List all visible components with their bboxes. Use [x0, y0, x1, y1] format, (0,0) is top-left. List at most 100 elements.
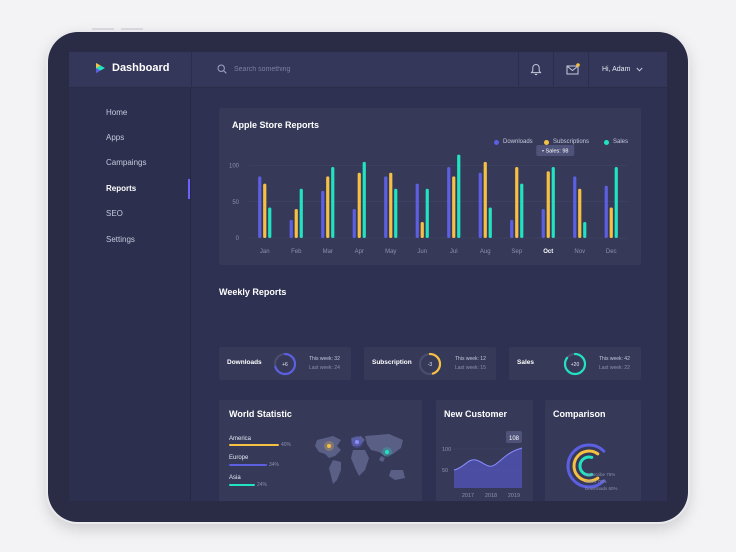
bar-downloads-jun[interactable]: [415, 183, 419, 238]
sidebar-item-campaings[interactable]: Campaings: [106, 158, 147, 167]
search-bar[interactable]: [217, 64, 434, 74]
sidebar-item-settings[interactable]: Settings: [106, 235, 135, 244]
bar-downloads-jul[interactable]: [447, 166, 451, 238]
legend-sales: Sales: [604, 139, 628, 145]
legend-downloads: Downloads: [494, 139, 533, 145]
divider: [588, 52, 589, 88]
weekly-card-downloads[interactable]: Downloads +6 This week: 32 Last week: 24: [219, 347, 351, 380]
comparison-card: Comparison Subscribe 75% Sales 70% Downl…: [545, 400, 641, 501]
map-marker-asia-icon[interactable]: [385, 450, 389, 454]
bar-downloads-sep[interactable]: [510, 219, 514, 238]
bar-sales-may[interactable]: [394, 188, 398, 238]
bar-sales-mar[interactable]: [331, 166, 335, 238]
region-bar-asia: [229, 484, 255, 486]
apple-store-card: Apple Store Reports Downloads Subscripti…: [219, 108, 641, 265]
bar-subscriptions-sep[interactable]: [515, 166, 519, 238]
sidebar-item-seo[interactable]: SEO: [106, 209, 123, 218]
weekly-card-subscription[interactable]: Subscription -3 This week: 12 Last week:…: [364, 347, 496, 380]
bar-subscriptions-jun[interactable]: [420, 222, 424, 238]
legend-dot: [494, 139, 499, 145]
mail-icon[interactable]: [566, 63, 580, 76]
legend-label: Downloads: [503, 139, 533, 145]
weekly-card-label: Sales: [517, 359, 534, 366]
this-week-stat: This week: 42: [599, 356, 630, 362]
bar-sales-aug[interactable]: [488, 207, 492, 238]
search-input[interactable]: [234, 65, 434, 73]
bar-sales-jun[interactable]: [425, 188, 429, 238]
sales-tooltip: [536, 144, 575, 156]
app-name: Dashboard: [112, 62, 170, 74]
x-tick-label: Feb: [291, 249, 302, 255]
bar-subscriptions-apr[interactable]: [357, 172, 361, 238]
bar-downloads-aug[interactable]: [478, 172, 482, 238]
x-tick-label: Apr: [355, 249, 364, 255]
bar-subscriptions-dec[interactable]: [609, 207, 613, 238]
comparison-arc-sales: [572, 449, 600, 483]
comparison-title: Comparison: [553, 409, 606, 419]
area-chart: 108 100 50 2017 2018 2019: [442, 431, 523, 499]
bar-downloads-oct[interactable]: [541, 209, 545, 238]
bar-downloads-apr[interactable]: [352, 209, 356, 238]
comparison-label: Sales 70%: [585, 479, 607, 484]
bar-sales-dec[interactable]: [614, 166, 618, 238]
map-marker-europe-icon[interactable]: [355, 440, 359, 444]
legend-dot: [604, 139, 609, 145]
this-week-stat: This week: 32: [309, 356, 340, 362]
ring-value: +20: [571, 362, 580, 368]
bar-downloads-may[interactable]: [384, 176, 388, 238]
x-tick-label: 2017: [462, 493, 474, 499]
bar-subscriptions-oct[interactable]: [546, 171, 550, 238]
bar-sales-apr[interactable]: [362, 161, 366, 238]
bar-sales-feb[interactable]: [299, 188, 303, 238]
comparison-label: Subscribe 75%: [585, 472, 615, 477]
region-bar-america: [229, 444, 279, 446]
legend-dot: [544, 139, 549, 145]
bar-subscriptions-jan[interactable]: [263, 183, 267, 238]
bar-subscriptions-mar[interactable]: [326, 176, 330, 238]
bar-sales-nov[interactable]: [583, 222, 587, 238]
bar-downloads-nov[interactable]: [573, 176, 577, 238]
bar-subscriptions-may[interactable]: [389, 172, 393, 238]
bar-sales-jul[interactable]: [457, 154, 461, 238]
bar-subscriptions-jul[interactable]: [452, 176, 456, 238]
user-greeting: Hi, Adam: [602, 66, 631, 73]
bar-downloads-jan[interactable]: [258, 176, 262, 238]
sidebar-item-reports[interactable]: Reports: [106, 184, 137, 193]
brand[interactable]: Dashboard: [95, 62, 169, 74]
sidebar-item-home[interactable]: Home: [106, 108, 128, 117]
world-statistic-title: World Statistic: [229, 409, 292, 419]
y-tick-label: 50: [442, 468, 448, 474]
bar-downloads-feb[interactable]: [289, 219, 293, 238]
last-week-stat: Last week: 22: [599, 365, 630, 371]
bar-sales-jan[interactable]: [268, 207, 272, 238]
bar-subscriptions-nov[interactable]: [578, 188, 582, 238]
area-fill: [454, 448, 522, 488]
chart-title: Apple Store Reports: [232, 120, 320, 130]
chevron-down-icon: [636, 67, 643, 72]
sidebar-item-apps[interactable]: Apps: [106, 133, 125, 142]
bell-icon[interactable]: [530, 63, 542, 76]
region-pct-asia: 24%: [257, 482, 268, 488]
value-badge: [506, 431, 522, 443]
bar-sales-sep[interactable]: [520, 183, 524, 238]
new-customer-title: New Customer: [444, 409, 508, 419]
bar-subscriptions-aug[interactable]: [483, 161, 487, 238]
bar-subscriptions-feb[interactable]: [294, 209, 298, 238]
comparison-arc-downloads: [578, 455, 594, 477]
play-logo-icon: [96, 63, 105, 73]
weekly-card-sales[interactable]: Sales +20 This week: 42 Last week: 22: [509, 347, 641, 380]
divider: [518, 52, 519, 88]
last-week-stat: Last week: 15: [455, 365, 486, 371]
bar-sales-oct[interactable]: [551, 166, 555, 238]
bar-downloads-mar[interactable]: [321, 190, 325, 238]
y-tick-label: 0: [236, 236, 240, 242]
map-marker-america-icon[interactable]: [327, 444, 331, 448]
user-menu[interactable]: Hi, Adam: [602, 66, 643, 73]
decorative-line: [92, 28, 114, 30]
comparison-rings: Subscribe 75% Sales 70% Downloads 60%: [566, 443, 618, 491]
y-tick-label: 100: [442, 447, 451, 453]
legend-subscriptions: Subscriptions: [544, 139, 589, 145]
bar-downloads-dec[interactable]: [604, 185, 608, 238]
y-tick-label: 50: [232, 200, 239, 206]
search-icon: [217, 64, 227, 74]
